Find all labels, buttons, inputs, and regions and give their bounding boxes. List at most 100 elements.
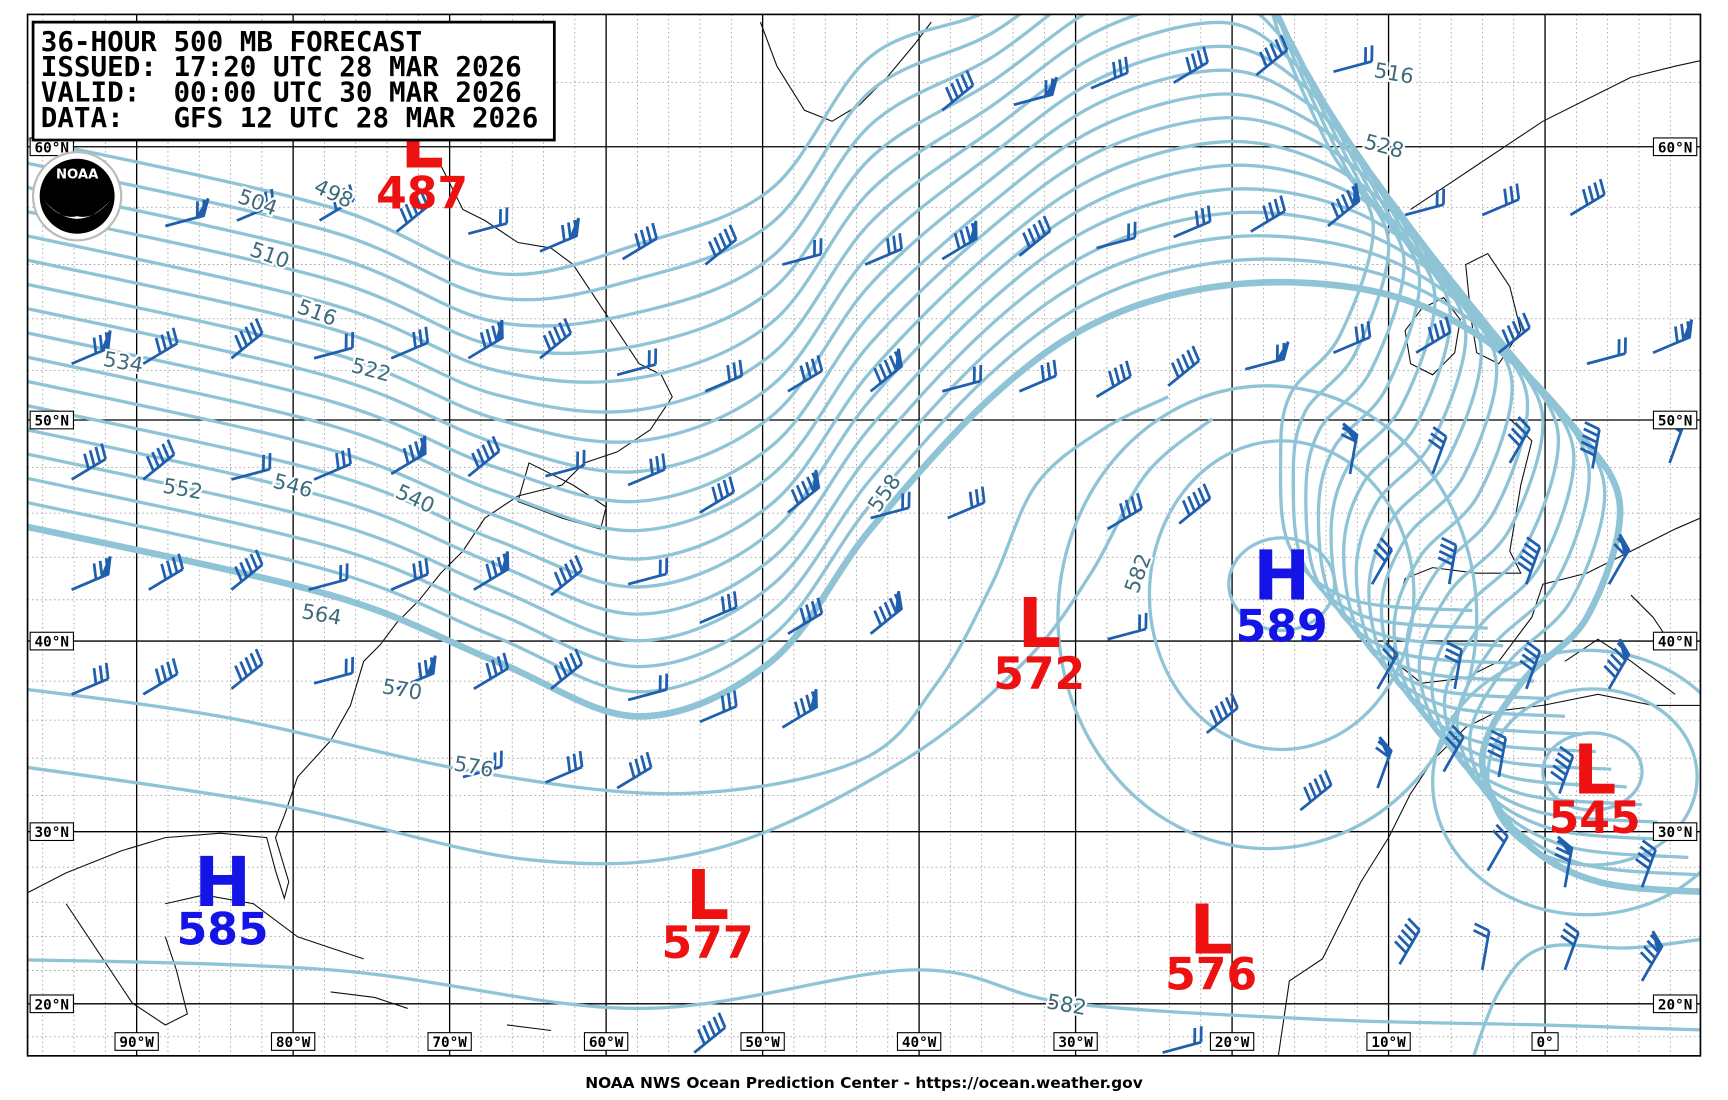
barb-tick: [574, 554, 584, 571]
wind-barb: [1255, 34, 1289, 77]
lon-label: 80°W: [276, 1035, 311, 1051]
barb-tick: [810, 600, 818, 618]
lon-label-group: 0°: [1531, 1032, 1559, 1051]
wind-barb: [704, 224, 738, 266]
lat-label-left-box: [29, 410, 74, 430]
wind-barb: [1162, 1026, 1203, 1054]
barb-tick: [665, 673, 669, 690]
wind-barb: [864, 232, 903, 266]
barb-tick: [712, 1016, 722, 1033]
barb-tick: [1523, 647, 1539, 659]
lat-label-left: 30°N: [35, 825, 69, 841]
barb-tick: [799, 607, 807, 624]
barb-tick: [1196, 49, 1204, 67]
barb-tick: [1340, 194, 1350, 210]
coast-mexico: [65, 903, 188, 1026]
center-value: 545: [1549, 793, 1641, 844]
barb-tick: [1514, 421, 1528, 436]
contour-label: 534: [102, 347, 145, 378]
center-letter: L: [1017, 585, 1061, 664]
barb-tick: [732, 690, 738, 707]
barb-flag: [1342, 422, 1359, 445]
center-letter: L: [1573, 732, 1617, 811]
barb-tick: [1376, 543, 1390, 557]
barb-tick: [795, 484, 805, 501]
wind-barb: [1013, 76, 1059, 107]
wind-barb: [1178, 483, 1212, 525]
barb-tick: [499, 750, 503, 767]
barb-tick: [713, 236, 722, 253]
wind-barb: [1095, 360, 1132, 398]
barb-tick: [1267, 202, 1275, 219]
barb-tick: [799, 697, 807, 715]
barb-tick: [1487, 749, 1503, 759]
barb-tick: [572, 753, 578, 770]
map-frame: [26, 13, 1702, 1057]
barb-tick: [1027, 227, 1037, 244]
barb-tick: [639, 229, 647, 246]
barb-tick: [720, 695, 726, 712]
lon-label-group: 90°W: [114, 1032, 159, 1051]
center-value: 577: [662, 918, 754, 969]
barb-tick: [1517, 416, 1531, 430]
barb-tick: [347, 447, 352, 465]
lat-label-right-group: 30°N: [1652, 822, 1698, 841]
barb-tick: [720, 596, 726, 613]
axis-labels: 60°N 60°N 50°N 50°N 40°N 40°N 30°N 30°N 20°N 20°N…: [29, 137, 1698, 1051]
wind-barb: [699, 591, 738, 625]
wind-barb: [1635, 839, 1657, 888]
barb-tick: [1516, 316, 1526, 333]
barb-tick: [418, 560, 424, 577]
wind-barb: [1554, 835, 1574, 888]
wind-barb: [550, 554, 584, 597]
barb-tick: [816, 355, 824, 372]
barb-tick: [171, 327, 179, 344]
wind-barb: [467, 319, 504, 360]
barb-tick: [980, 486, 986, 503]
barb-tick: [1643, 945, 1657, 959]
barb-tick: [145, 455, 155, 472]
lat-label-right: 50°N: [1658, 414, 1692, 430]
barb-tick: [1040, 364, 1046, 382]
lat-label-right-box: [1652, 410, 1698, 430]
barb-tick: [1564, 922, 1580, 934]
barb-tick: [88, 449, 96, 467]
barb-tick: [420, 191, 429, 208]
barb-tick: [717, 1012, 727, 1029]
barb-tick: [1308, 782, 1318, 799]
wind-barb: [699, 476, 736, 514]
barb-tick: [1598, 178, 1606, 195]
lat-label-left-box: [29, 822, 74, 842]
lat-label-left-group: 30°N: [29, 822, 74, 842]
barb-tick: [100, 443, 107, 460]
wind-barb: [1586, 337, 1627, 366]
barb-flag: [1618, 638, 1631, 664]
logo-text: NOAA: [56, 168, 99, 183]
lon-label: 50°W: [745, 1035, 780, 1051]
barb-flag: [1651, 930, 1664, 956]
wind-barb: [390, 435, 427, 476]
barb-tick: [1133, 221, 1137, 238]
lon-label-group: 30°W: [1053, 1032, 1098, 1051]
barb-tick: [257, 194, 263, 211]
barb-tick: [883, 601, 893, 618]
barb-tick: [873, 610, 883, 626]
wind-barb: [621, 222, 658, 261]
lat-label-left: 50°N: [35, 414, 69, 430]
lat-label-right: 30°N: [1658, 825, 1692, 841]
barb-tick: [697, 1028, 706, 1045]
contour: [27, 14, 1519, 666]
contour: [27, 187, 1658, 824]
wind-barbs: [70, 34, 1694, 1054]
wind-barb: [1299, 769, 1333, 812]
contour: [27, 68, 1581, 736]
wind-barb: [1096, 221, 1137, 250]
barb-tick: [1522, 312, 1531, 329]
contour: [27, 417, 1214, 866]
lat-label-right: 40°N: [1658, 635, 1692, 651]
barb-tick: [254, 648, 264, 665]
barb-tick: [485, 662, 493, 679]
barb-tick: [160, 563, 168, 580]
barb-tick: [165, 560, 173, 577]
barb-tick: [1127, 223, 1131, 240]
